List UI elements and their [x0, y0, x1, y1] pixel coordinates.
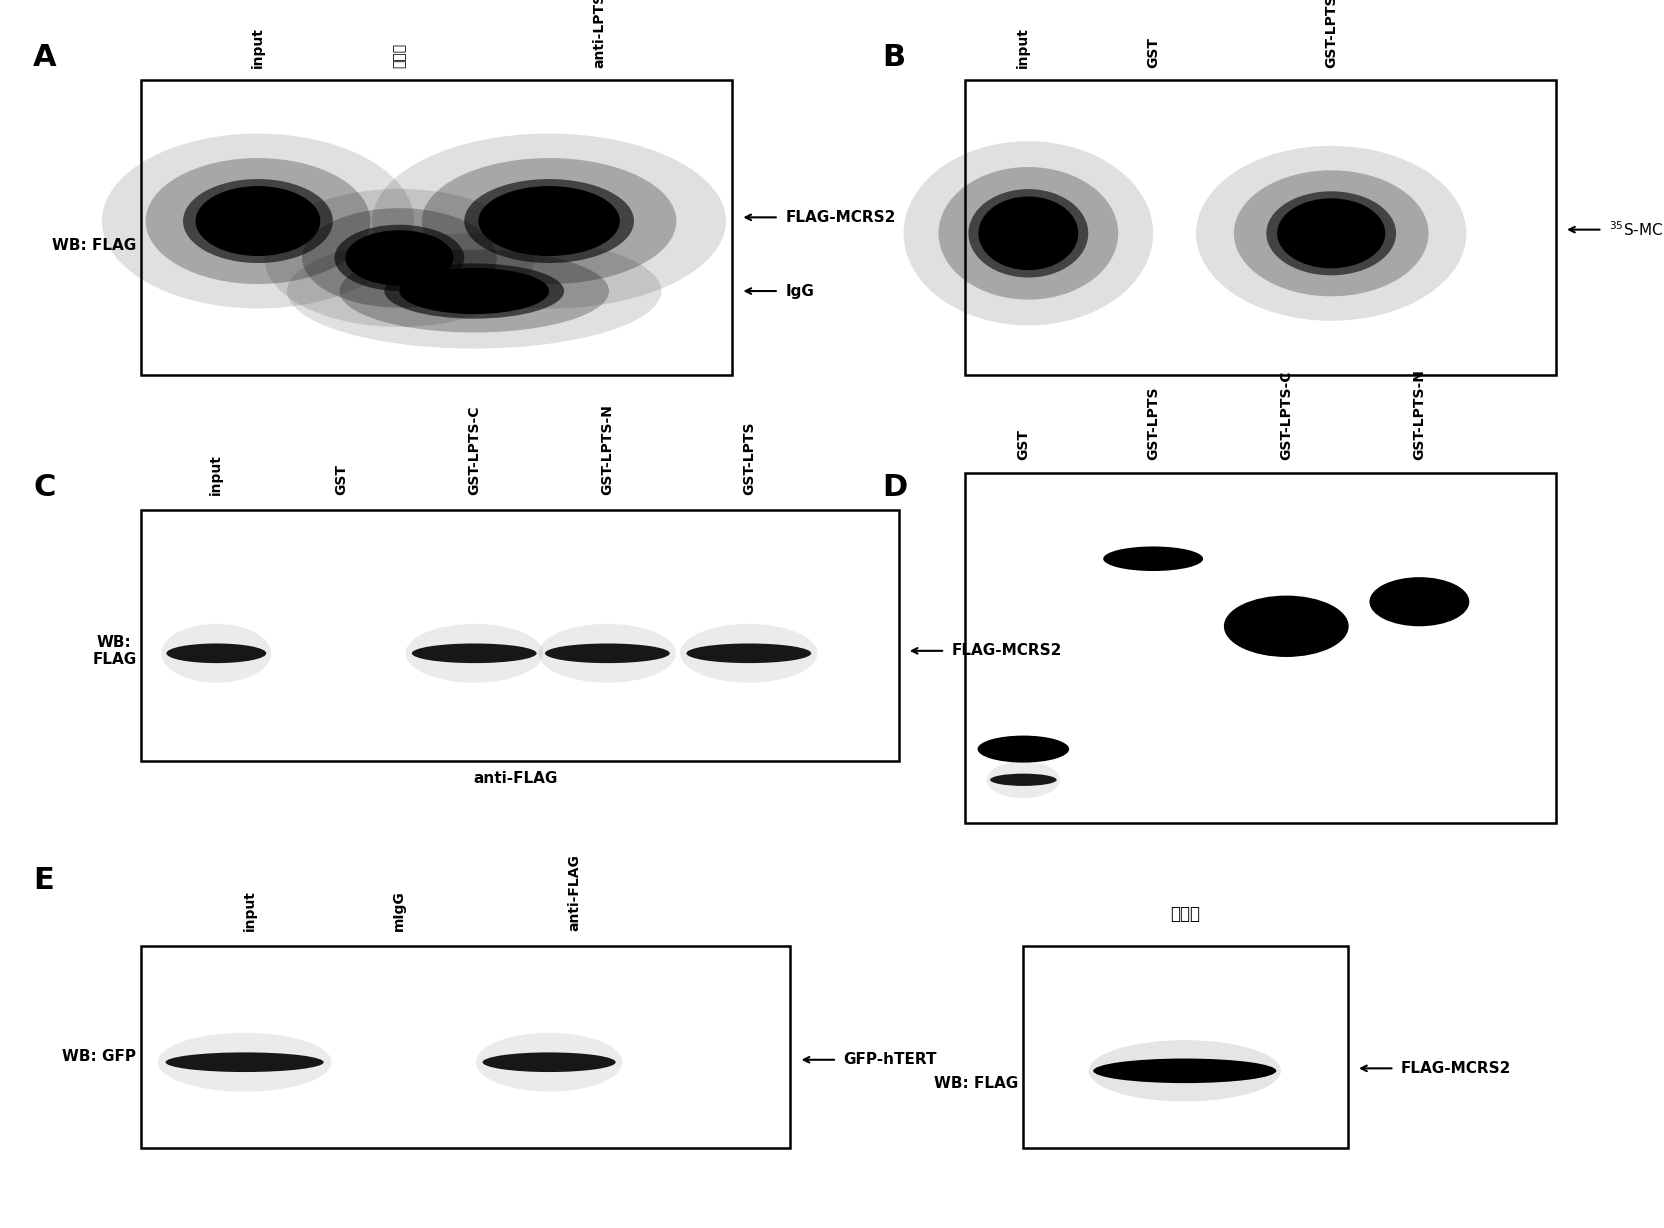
Text: GST-LPTS-C: GST-LPTS-C [468, 405, 481, 495]
Text: 抽提物: 抽提物 [1170, 905, 1200, 923]
Ellipse shape [904, 141, 1153, 325]
Text: GST-LPTS-N: GST-LPTS-N [1413, 370, 1426, 460]
FancyBboxPatch shape [141, 946, 790, 1148]
Text: input: input [210, 454, 223, 495]
Ellipse shape [423, 158, 676, 284]
Ellipse shape [483, 1052, 616, 1072]
Text: FLAG-MCRS2: FLAG-MCRS2 [785, 210, 895, 225]
Ellipse shape [146, 158, 371, 284]
Text: anti-FLAG: anti-FLAG [567, 853, 581, 931]
Text: input: input [251, 27, 265, 68]
Text: GST-LPTS-N: GST-LPTS-N [601, 404, 614, 495]
Ellipse shape [1103, 546, 1203, 571]
Text: anti-FLAG: anti-FLAG [474, 771, 557, 786]
Text: input: input [243, 890, 256, 931]
Text: GST-LPTS: GST-LPTS [1146, 387, 1160, 460]
Ellipse shape [1266, 192, 1396, 275]
Text: GST: GST [1017, 430, 1030, 460]
Ellipse shape [987, 761, 1060, 798]
FancyBboxPatch shape [141, 510, 899, 761]
Text: FLAG-MCRS2: FLAG-MCRS2 [1401, 1061, 1511, 1076]
Ellipse shape [161, 624, 271, 683]
Text: GFP-hTERT: GFP-hTERT [844, 1052, 937, 1067]
Ellipse shape [1235, 171, 1429, 296]
Ellipse shape [303, 208, 498, 307]
Ellipse shape [1093, 1059, 1276, 1083]
FancyBboxPatch shape [965, 80, 1556, 375]
Text: WB: FLAG: WB: FLAG [934, 1076, 1018, 1090]
Ellipse shape [968, 189, 1088, 278]
Ellipse shape [1389, 589, 1449, 614]
Text: WB:
FLAG: WB: FLAG [92, 635, 136, 667]
Ellipse shape [346, 231, 453, 285]
Text: FLAG-MCRS2: FLAG-MCRS2 [952, 643, 1062, 658]
Ellipse shape [687, 643, 812, 663]
Text: input: input [1017, 27, 1030, 68]
Text: GST: GST [1146, 37, 1160, 68]
Ellipse shape [1369, 577, 1469, 626]
Ellipse shape [539, 624, 676, 683]
Ellipse shape [166, 643, 266, 663]
Text: anti-LPTS: anti-LPTS [592, 0, 606, 68]
Ellipse shape [464, 179, 634, 263]
Ellipse shape [978, 736, 1070, 763]
Ellipse shape [339, 249, 609, 333]
Ellipse shape [1248, 610, 1325, 642]
Ellipse shape [158, 1033, 331, 1092]
Text: IgG: IgG [785, 284, 814, 298]
Ellipse shape [476, 1033, 622, 1092]
Ellipse shape [978, 196, 1078, 270]
Ellipse shape [196, 187, 319, 257]
Ellipse shape [990, 774, 1057, 786]
Ellipse shape [479, 187, 621, 257]
Text: WB: GFP: WB: GFP [63, 1049, 136, 1063]
Ellipse shape [183, 179, 333, 263]
Ellipse shape [102, 134, 414, 308]
Text: E: E [33, 866, 53, 895]
Text: A: A [33, 43, 57, 72]
Ellipse shape [1196, 146, 1466, 321]
FancyBboxPatch shape [141, 80, 732, 375]
Text: GST-LPTS: GST-LPTS [742, 421, 755, 495]
Ellipse shape [1278, 198, 1384, 269]
Ellipse shape [681, 624, 817, 683]
Ellipse shape [373, 134, 726, 308]
Ellipse shape [334, 225, 464, 291]
Ellipse shape [286, 233, 661, 349]
Text: mIgG: mIgG [393, 890, 406, 931]
Text: $^{35}$S-MCRS2: $^{35}$S-MCRS2 [1609, 220, 1664, 239]
Text: GST-LPTS-C: GST-LPTS-C [1280, 371, 1293, 460]
Ellipse shape [265, 189, 534, 327]
Text: WB: FLAG: WB: FLAG [52, 238, 136, 253]
Text: GST: GST [334, 464, 348, 495]
Ellipse shape [1088, 1040, 1281, 1102]
FancyBboxPatch shape [1023, 946, 1348, 1148]
Ellipse shape [938, 167, 1118, 300]
Ellipse shape [546, 643, 669, 663]
Text: GST-LPTS: GST-LPTS [1325, 0, 1338, 68]
FancyBboxPatch shape [965, 473, 1556, 823]
Text: D: D [882, 473, 907, 502]
Text: 免疫前: 免疫前 [393, 43, 406, 68]
Ellipse shape [406, 624, 542, 683]
Text: B: B [882, 43, 905, 72]
Ellipse shape [1223, 596, 1350, 657]
Ellipse shape [399, 268, 549, 314]
Ellipse shape [384, 263, 564, 318]
Text: C: C [33, 473, 55, 502]
Ellipse shape [413, 643, 536, 663]
Ellipse shape [165, 1052, 323, 1072]
